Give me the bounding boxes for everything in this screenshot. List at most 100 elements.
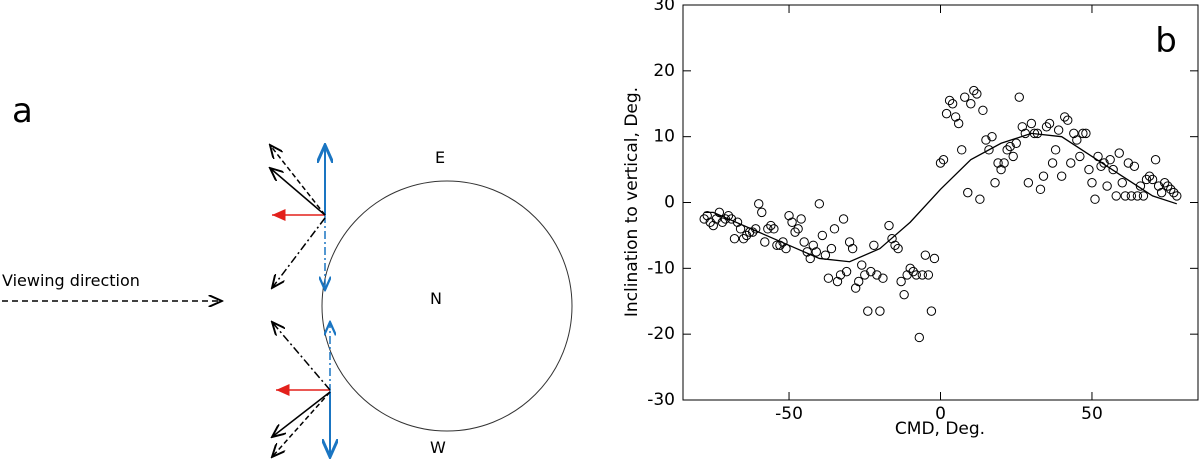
data-point — [838, 214, 849, 224]
data-point — [708, 220, 718, 231]
data-point — [835, 270, 846, 280]
data-point — [1105, 155, 1115, 165]
data-point — [887, 234, 897, 244]
data-point — [796, 214, 806, 224]
data-point — [1132, 191, 1143, 201]
data-point — [847, 243, 858, 254]
y-tick-label: 10 — [653, 127, 675, 147]
data-point — [1032, 128, 1043, 139]
data-point — [738, 234, 749, 244]
data-point — [775, 240, 785, 250]
data-point — [1017, 122, 1027, 132]
data-point — [857, 260, 867, 270]
data-point — [817, 230, 828, 241]
data-point — [866, 266, 876, 277]
data-point — [720, 214, 731, 224]
data-point — [863, 306, 873, 316]
data-point — [744, 227, 755, 237]
data-point — [732, 217, 743, 227]
data-point — [1114, 148, 1124, 158]
data-point — [1111, 191, 1121, 201]
data-point — [1075, 151, 1085, 162]
data-point — [1126, 191, 1137, 201]
data-point — [1087, 178, 1097, 188]
plot-frame — [682, 4, 1199, 401]
data-point — [1169, 187, 1179, 198]
data-point — [790, 227, 800, 237]
data-point — [935, 158, 946, 168]
data-point — [814, 199, 825, 209]
data-point — [993, 158, 1003, 168]
data-point — [911, 270, 921, 280]
data-point — [1093, 151, 1103, 162]
data-point — [808, 240, 818, 250]
x-axis-label: CMD, Deg. — [895, 419, 985, 439]
data-point — [1072, 135, 1082, 145]
data-point — [757, 207, 767, 218]
data-point — [1147, 174, 1158, 185]
data-point — [829, 224, 840, 234]
data-point — [1081, 128, 1091, 139]
data-point — [905, 263, 915, 274]
data-point — [975, 194, 985, 204]
data-point — [984, 145, 994, 155]
data-point — [1172, 191, 1182, 201]
data-point — [850, 283, 861, 293]
data-point — [896, 276, 906, 287]
data-point — [826, 243, 837, 254]
data-point — [1002, 145, 1012, 155]
data-point — [844, 237, 855, 247]
data-point — [1008, 151, 1018, 162]
data-point — [820, 250, 831, 260]
data-point — [996, 164, 1006, 175]
data-point — [766, 220, 776, 231]
data-point — [729, 234, 740, 244]
data-point — [1096, 161, 1106, 171]
west-label: W — [430, 438, 446, 457]
data-point — [908, 266, 918, 277]
data-point — [1053, 125, 1064, 135]
y-tick-label: 30 — [653, 0, 675, 15]
panel-label: a — [12, 91, 33, 131]
x-tick-label: -50 — [775, 404, 803, 424]
data-point — [747, 227, 758, 237]
data-point — [1005, 141, 1015, 152]
data-point — [872, 270, 882, 280]
data-point — [1117, 178, 1127, 188]
data-point — [875, 306, 885, 316]
data-point — [914, 332, 924, 343]
x-tick-label: 0 — [935, 404, 946, 424]
viewing-label: Viewing direction — [2, 271, 140, 290]
data-point — [1050, 145, 1061, 155]
data-point — [823, 273, 834, 283]
data-point — [832, 276, 843, 287]
data-point — [787, 217, 797, 227]
fit-line — [704, 132, 1177, 263]
data-point — [1090, 194, 1100, 204]
data-point — [1026, 118, 1037, 129]
data-point — [717, 217, 728, 227]
diagram: a Viewing direction E N W — [2, 91, 573, 457]
data-point — [929, 253, 940, 264]
data-point — [778, 237, 788, 247]
data-point — [960, 92, 970, 102]
data-point — [854, 276, 864, 287]
data-point — [953, 118, 964, 129]
data-point — [917, 270, 928, 280]
data-point — [950, 112, 961, 122]
data-point — [1135, 181, 1146, 191]
data-point — [944, 95, 955, 106]
data-point — [754, 199, 764, 209]
data-point — [705, 217, 715, 227]
data-point — [763, 224, 773, 234]
data-point — [1011, 138, 1021, 148]
data-point — [884, 220, 894, 231]
data-point — [811, 247, 821, 257]
data-point — [1141, 174, 1152, 185]
data-point — [1056, 171, 1067, 181]
data-point — [890, 240, 900, 250]
data-point — [1102, 181, 1112, 191]
data-point — [799, 237, 809, 247]
data-point — [714, 207, 725, 218]
